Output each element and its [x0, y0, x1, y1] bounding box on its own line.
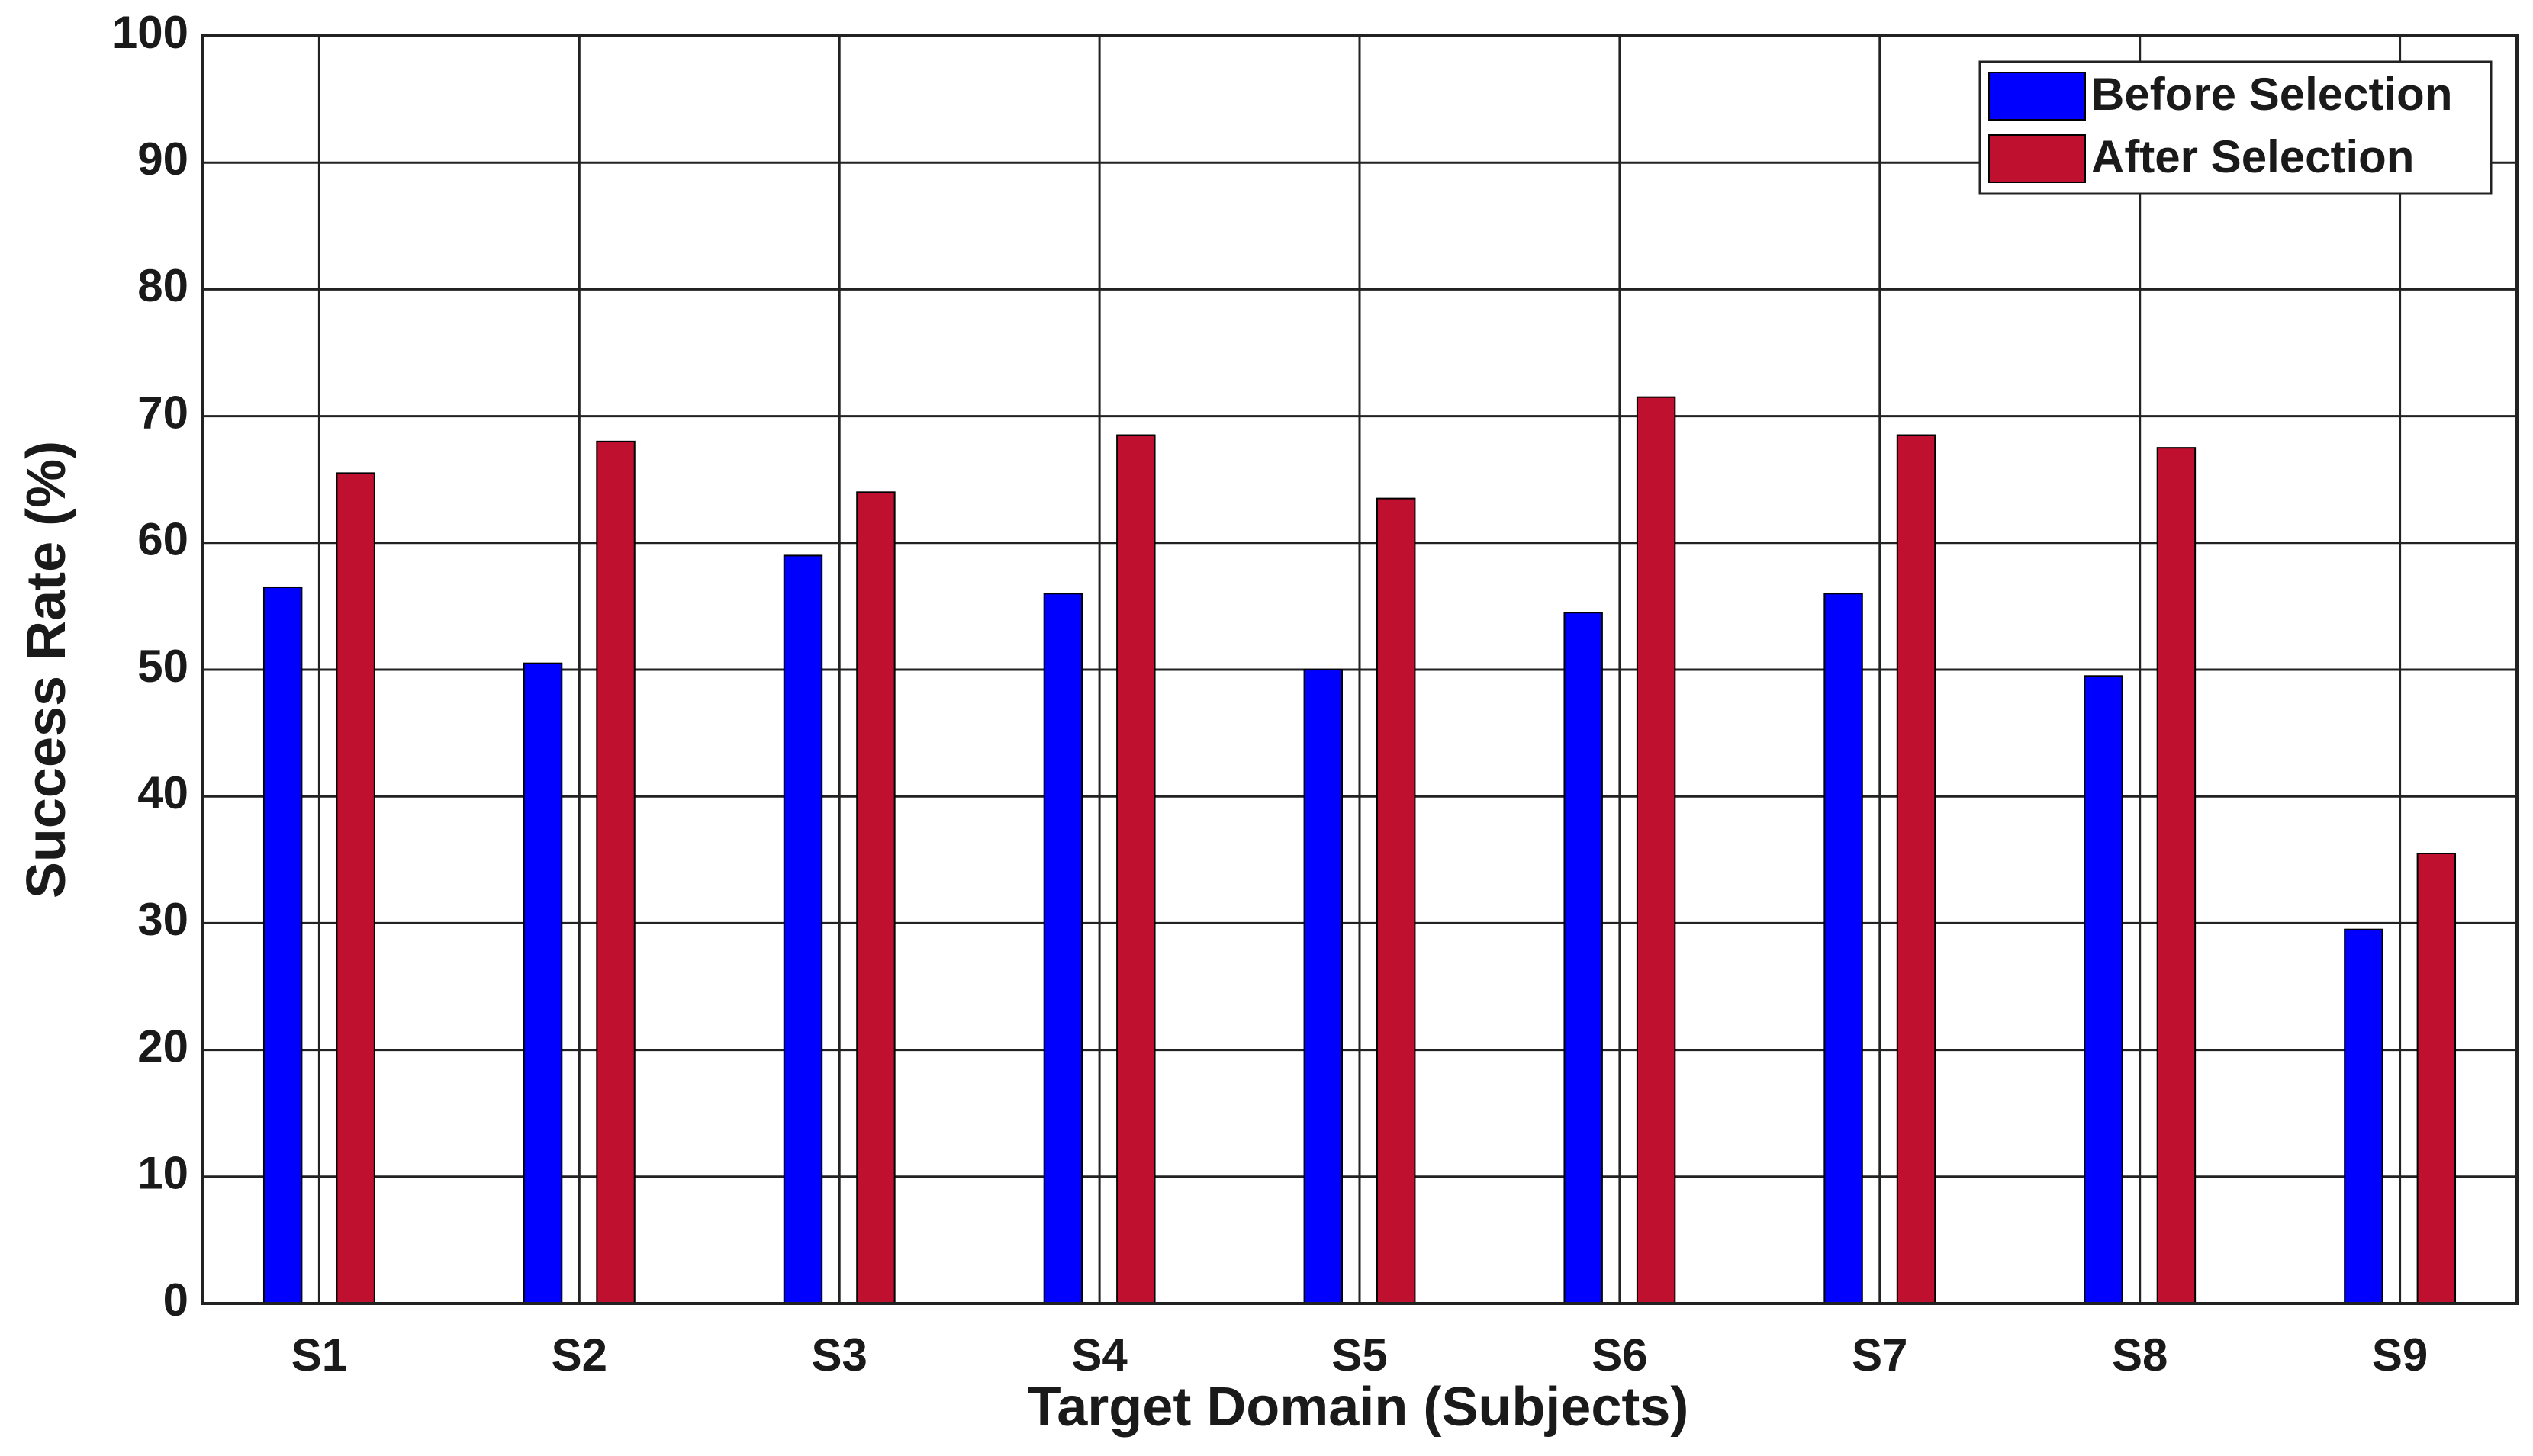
- x-tick-label: S4: [1071, 1329, 1128, 1380]
- bar: [2416, 852, 2457, 1304]
- bar: [336, 472, 375, 1304]
- bar: [1823, 593, 1863, 1304]
- x-axis-label: Target Domain (Subjects): [1028, 1377, 1689, 1438]
- y-tick-label: 10: [137, 1148, 188, 1199]
- y-tick-label: 30: [137, 894, 188, 945]
- x-tick-label: S7: [1852, 1329, 1907, 1380]
- y-tick-label: 0: [163, 1274, 188, 1326]
- bar: [1303, 669, 1343, 1304]
- legend-swatch: [1988, 72, 2086, 121]
- bar: [1043, 593, 1083, 1304]
- x-tick-label: S1: [291, 1329, 347, 1380]
- plot-border: [201, 34, 2519, 1305]
- x-tick-label: S6: [1592, 1329, 1647, 1380]
- x-tick-label: S2: [552, 1329, 607, 1380]
- y-tick-label: 100: [112, 7, 188, 58]
- bar: [856, 491, 896, 1305]
- y-axis-label: Success Rate (%): [16, 441, 77, 898]
- bar: [1116, 434, 1156, 1304]
- bar: [262, 586, 303, 1304]
- y-tick-label: 80: [137, 260, 188, 311]
- bar: [1563, 612, 1603, 1304]
- bar: [2344, 928, 2383, 1304]
- y-tick-label: 40: [137, 767, 188, 818]
- bar: [783, 554, 823, 1304]
- legend-swatch: [1988, 134, 2086, 183]
- legend-label: Before Selection: [2091, 69, 2452, 120]
- legend-label: After Selection: [2091, 131, 2414, 182]
- y-tick-label: 50: [137, 641, 188, 692]
- bar: [596, 440, 636, 1305]
- bar: [2084, 675, 2123, 1304]
- x-tick-label: S3: [812, 1329, 867, 1380]
- y-tick-label: 20: [137, 1020, 188, 1072]
- bar: [1896, 434, 1936, 1304]
- x-tick-label: S8: [2112, 1329, 2168, 1380]
- x-tick-label: S9: [2372, 1329, 2428, 1380]
- y-tick-label: 60: [137, 514, 188, 565]
- x-tick-label: S5: [1331, 1329, 1387, 1380]
- bar: [523, 662, 563, 1304]
- bar: [1376, 497, 1416, 1304]
- y-tick-label: 90: [137, 133, 188, 185]
- y-tick-label: 70: [137, 387, 188, 438]
- bar: [2156, 447, 2197, 1304]
- bar: [1636, 396, 1676, 1304]
